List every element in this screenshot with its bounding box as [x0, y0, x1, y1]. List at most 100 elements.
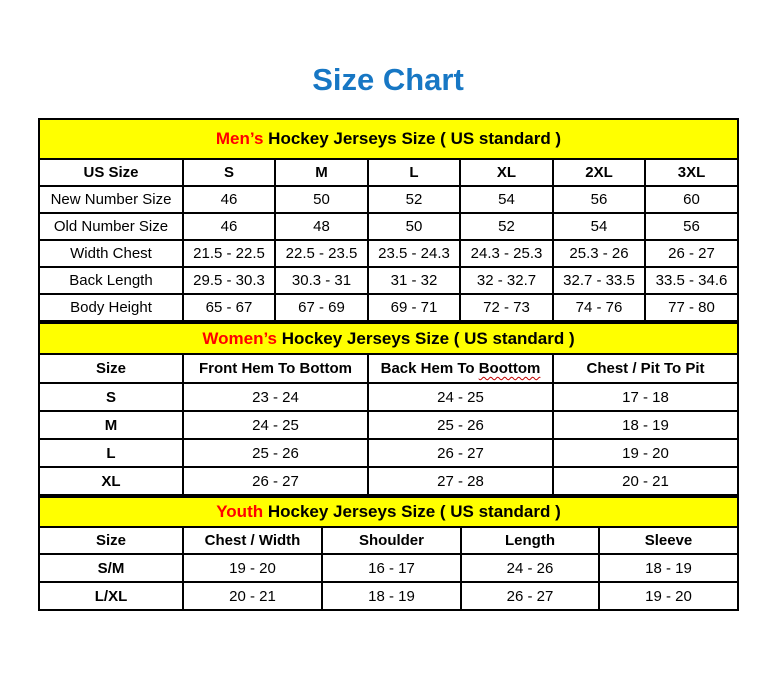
table-cell: 72 - 73: [459, 293, 554, 322]
table-cell: 21.5 - 22.5: [182, 239, 276, 268]
mens-col-l: L: [367, 158, 461, 187]
table-row: Body Height 65 - 67 67 - 69 69 - 71 72 -…: [38, 293, 739, 322]
table-cell: 74 - 76: [552, 293, 646, 322]
youth-col-sleeve: Sleeve: [597, 526, 740, 555]
table-cell: 50: [274, 185, 369, 214]
womens-col-front-hem: Front Hem To Bottom: [182, 353, 369, 384]
table-row: L 25 - 26 26 - 27 19 - 20: [38, 438, 740, 468]
table-cell: 26 - 27: [460, 581, 600, 611]
womens-col-back-hem-prefix: Back Hem To: [380, 360, 475, 377]
youth-section-header: Youth Hockey Jerseys Size ( US standard …: [37, 496, 740, 528]
mens-col-us-size: US Size: [38, 158, 184, 187]
table-row: Back Length 29.5 - 30.3 30.3 - 31 31 - 3…: [38, 266, 739, 295]
table-cell: 56: [644, 212, 739, 241]
mens-size-table: Men’s Hockey Jerseys Size ( US standard …: [38, 118, 739, 322]
table-cell: 27 - 28: [367, 466, 554, 496]
table-cell: 26 - 27: [182, 466, 369, 496]
table-cell: 46: [182, 212, 276, 241]
row-label: XL: [38, 466, 184, 496]
mens-col-s: S: [182, 158, 276, 187]
table-cell: 24 - 25: [367, 382, 554, 412]
table-cell: 33.5 - 34.6: [644, 266, 739, 295]
table-cell: 18 - 19: [597, 553, 740, 583]
mens-title-red: Men’s: [215, 129, 264, 148]
table-cell: 24 - 26: [460, 553, 600, 583]
table-cell: 77 - 80: [644, 293, 739, 322]
table-cell: 56: [552, 185, 646, 214]
womens-col-size: Size: [38, 353, 184, 384]
table-cell: 69 - 71: [367, 293, 461, 322]
row-label: S: [38, 382, 184, 412]
mens-col-2xl: 2XL: [552, 158, 646, 187]
table-cell: 50: [367, 212, 461, 241]
table-cell: 19 - 20: [597, 581, 740, 611]
mens-col-m: M: [274, 158, 369, 187]
table-cell: 26 - 27: [644, 239, 739, 268]
row-label: L: [38, 438, 184, 468]
table-cell: 20 - 21: [551, 466, 740, 496]
row-label: Back Length: [38, 266, 184, 295]
mens-section-header-row: Men’s Hockey Jerseys Size ( US standard …: [38, 118, 739, 160]
table-cell: 23 - 24: [182, 382, 369, 412]
table-row: XL 26 - 27 27 - 28 20 - 21: [38, 466, 740, 496]
womens-title-red: Women’s: [202, 328, 277, 348]
table-cell: 25 - 26: [182, 438, 369, 468]
row-label: M: [38, 410, 184, 440]
mens-column-header-row: US Size S M L XL 2XL 3XL: [38, 158, 739, 187]
mens-col-xl: XL: [459, 158, 554, 187]
table-cell: 16 - 17: [321, 553, 462, 583]
table-row: Width Chest 21.5 - 22.5 22.5 - 23.5 23.5…: [38, 239, 739, 268]
youth-title-rest: Hockey Jerseys Size ( US standard ): [267, 502, 561, 521]
youth-col-length: Length: [460, 526, 600, 555]
youth-size-table: Youth Hockey Jerseys Size ( US standard …: [37, 496, 740, 611]
table-cell: 22.5 - 23.5: [274, 239, 369, 268]
table-cell: 54: [552, 212, 646, 241]
womens-section-header: Women’s Hockey Jerseys Size ( US standar…: [37, 322, 740, 355]
row-label: Width Chest: [38, 239, 184, 268]
table-cell: 31 - 32: [367, 266, 461, 295]
womens-col-chest: Chest / Pit To Pit: [551, 353, 740, 384]
table-cell: 67 - 69: [274, 293, 369, 322]
page-title: Size Chart: [312, 62, 464, 97]
row-label: S/M: [38, 553, 184, 583]
youth-col-size: Size: [38, 526, 184, 555]
table-row: M 24 - 25 25 - 26 18 - 19: [38, 410, 740, 440]
youth-section-header-row: Youth Hockey Jerseys Size ( US standard …: [37, 496, 740, 528]
womens-col-back-hem: Back Hem To Boottom: [367, 353, 554, 384]
womens-section-header-row: Women’s Hockey Jerseys Size ( US standar…: [37, 322, 740, 355]
table-row: New Number Size 46 50 52 54 56 60: [38, 185, 739, 214]
table-row: L/XL 20 - 21 18 - 19 26 - 27 19 - 20: [38, 581, 740, 611]
table-cell: 24 - 25: [182, 410, 369, 440]
table-cell: 46: [182, 185, 276, 214]
youth-col-shoulder: Shoulder: [321, 526, 462, 555]
table-cell: 65 - 67: [182, 293, 276, 322]
youth-title-red: Youth: [216, 502, 264, 521]
table-cell: 26 - 27: [367, 438, 554, 468]
womens-col-back-hem-misspelled-word: Boottom: [478, 360, 541, 377]
table-row: S 23 - 24 24 - 25 17 - 18: [38, 382, 740, 412]
table-cell: 60: [644, 185, 739, 214]
table-cell: 54: [459, 185, 554, 214]
row-label: New Number Size: [38, 185, 184, 214]
table-cell: 30.3 - 31: [274, 266, 369, 295]
table-cell: 52: [367, 185, 461, 214]
size-chart-tables: Men’s Hockey Jerseys Size ( US standard …: [37, 118, 740, 611]
table-cell: 18 - 19: [321, 581, 462, 611]
youth-column-header-row: Size Chest / Width Shoulder Length Sleev…: [38, 526, 740, 555]
table-cell: 25 - 26: [367, 410, 554, 440]
table-cell: 19 - 20: [551, 438, 740, 468]
table-cell: 19 - 20: [182, 553, 323, 583]
table-cell: 17 - 18: [551, 382, 740, 412]
table-row: Old Number Size 46 48 50 52 54 56: [38, 212, 739, 241]
mens-title-rest: Hockey Jerseys Size ( US standard ): [268, 129, 562, 148]
womens-size-table: Women’s Hockey Jerseys Size ( US standar…: [37, 322, 740, 496]
womens-title-rest: Hockey Jerseys Size ( US standard ): [281, 328, 575, 348]
table-cell: 23.5 - 24.3: [367, 239, 461, 268]
row-label: Body Height: [38, 293, 184, 322]
row-label: L/XL: [38, 581, 184, 611]
table-cell: 48: [274, 212, 369, 241]
mens-section-header: Men’s Hockey Jerseys Size ( US standard …: [38, 118, 739, 160]
table-cell: 29.5 - 30.3: [182, 266, 276, 295]
row-label: Old Number Size: [38, 212, 184, 241]
womens-column-header-row: Size Front Hem To Bottom Back Hem To Boo…: [38, 353, 740, 384]
